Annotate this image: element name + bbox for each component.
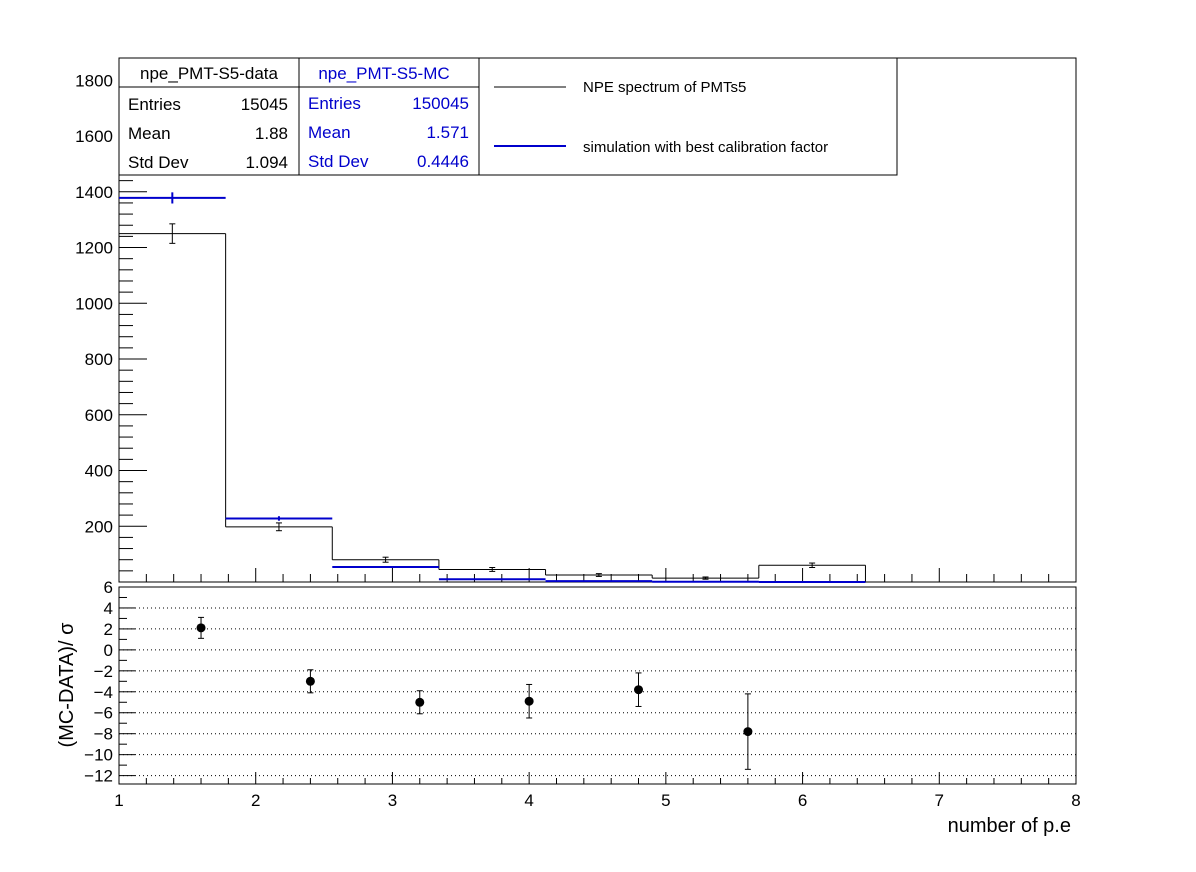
stats-mc-entries-value: 150045 <box>412 94 469 113</box>
ratio-y-tick-label: −2 <box>94 662 113 681</box>
x-tick-label: 5 <box>661 791 670 810</box>
stats-data-stddev-value: 1.094 <box>245 153 288 172</box>
stats-mc-mean-value: 1.571 <box>426 123 469 142</box>
legend-label-mc: simulation with best calibration factor <box>583 139 828 156</box>
ratio-y-tick-label: −4 <box>94 683 113 702</box>
ratio-points <box>196 616 753 770</box>
residual-point <box>634 685 644 695</box>
x-axis-title: number of p.e <box>948 815 1071 837</box>
x-tick-label: 3 <box>388 791 397 810</box>
x-tick-label: 7 <box>935 791 944 810</box>
legend-frame <box>478 57 898 176</box>
stats-box-mc: npe_PMT-S5-MC Entries 150045 Mean 1.571 … <box>298 57 480 176</box>
ratio-y-tick-label: 0 <box>104 641 113 660</box>
y-tick-label: 1800 <box>75 71 113 90</box>
y-tick-label: 400 <box>85 462 113 481</box>
residual-point <box>524 696 534 706</box>
x-tick-label: 6 <box>798 791 807 810</box>
stats-box-mc-frame <box>298 57 480 176</box>
ratio-y-tick-label: −12 <box>84 767 113 786</box>
residual-point <box>196 623 206 633</box>
ratio-y-tick-label: 4 <box>104 599 113 618</box>
ratio-y-axis-title: (MC-DATA)/ σ <box>56 622 78 748</box>
ratio-y-tick-label: −10 <box>84 746 113 765</box>
stats-data-stddev-label: Std Dev <box>128 153 189 172</box>
ratio-y-tick-label: −8 <box>94 725 113 744</box>
ratio-plot-frame <box>118 586 1077 785</box>
ratio-grid <box>119 586 1076 777</box>
stats-data-mean-value: 1.88 <box>255 124 288 143</box>
x-tick-label: 4 <box>524 791 533 810</box>
residual-point <box>305 676 315 686</box>
ratio-axes: −12 −10 −8 −6 −4 −2 0 2 4 6 1 2 3 4 5 6 7 8 <box>84 578 1081 810</box>
stats-data-title: npe_PMT-S5-data <box>140 64 279 83</box>
stats-mc-entries-label: Entries <box>308 94 361 113</box>
stats-data-entries-label: Entries <box>128 95 181 114</box>
ratio-y-tick-label: 6 <box>104 578 113 597</box>
stats-box-data-frame <box>118 57 300 176</box>
ratio-y-tick-label: 2 <box>104 620 113 639</box>
x-tick-label: 1 <box>114 791 123 810</box>
histogram-series <box>118 192 866 583</box>
stats-data-mean-label: Mean <box>128 124 171 143</box>
stats-mc-title: npe_PMT-S5-MC <box>318 64 449 83</box>
residual-point <box>415 697 425 707</box>
y-tick-label: 1200 <box>75 239 113 258</box>
ratio-y-tick-label: −6 <box>94 704 113 723</box>
y-tick-label: 1400 <box>75 183 113 202</box>
x-tick-label: 8 <box>1071 791 1080 810</box>
legend-label-data: NPE spectrum of PMTs5 <box>583 79 746 96</box>
stats-data-entries-value: 15045 <box>241 95 288 114</box>
y-tick-label: 600 <box>85 406 113 425</box>
residual-point <box>743 727 753 737</box>
stats-mc-stddev-value: 0.4446 <box>417 152 469 171</box>
y-tick-label: 1000 <box>75 294 113 313</box>
stats-mc-mean-label: Mean <box>308 123 351 142</box>
y-tick-label: 1600 <box>75 127 113 146</box>
legend: NPE spectrum of PMTs5 simulation with be… <box>478 57 898 176</box>
stats-mc-stddev-label: Std Dev <box>308 152 369 171</box>
stats-box-data: npe_PMT-S5-data Entries 15045 Mean 1.88 … <box>118 57 300 176</box>
y-tick-label: 800 <box>85 350 113 369</box>
x-tick-label: 2 <box>251 791 260 810</box>
y-tick-label: 200 <box>85 517 113 536</box>
